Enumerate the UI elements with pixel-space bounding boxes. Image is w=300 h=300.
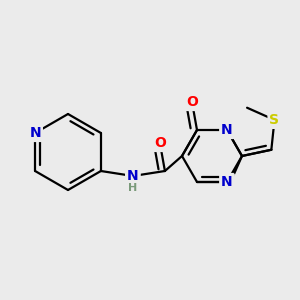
Text: H: H [128, 183, 137, 193]
Text: S: S [269, 113, 280, 127]
Text: O: O [154, 136, 166, 150]
Text: N: N [221, 123, 233, 137]
Text: N: N [29, 126, 41, 140]
Text: O: O [186, 95, 198, 109]
Text: N: N [221, 175, 233, 189]
Text: N: N [127, 169, 139, 183]
